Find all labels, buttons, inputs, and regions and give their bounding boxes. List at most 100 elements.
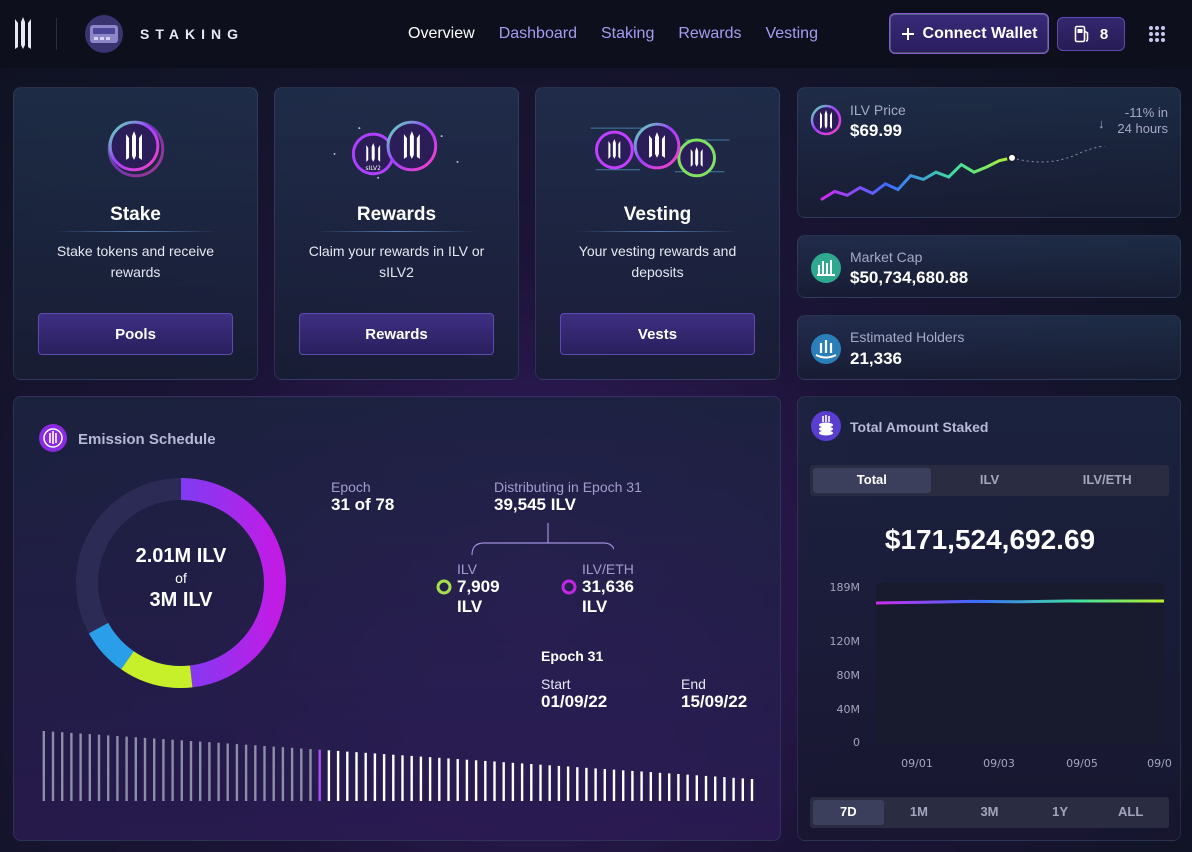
- rewards-desc-line1: Claim your rewards in ILV or: [308, 243, 485, 259]
- epoch-bar: [180, 740, 183, 801]
- sparkline-projection: [1011, 146, 1107, 163]
- y-tick-label: 120M: [830, 635, 861, 648]
- ilveth-legend-dot-icon: [561, 579, 577, 595]
- epoch-bar: [107, 735, 110, 801]
- ilveth-split-unit: ILV: [582, 597, 608, 616]
- total-staked-title: Total Amount Staked: [850, 419, 989, 435]
- series-line-total: [875, 599, 1164, 605]
- end-label: End: [681, 676, 706, 692]
- epoch-bar: [300, 748, 303, 801]
- ilv-legend-dot-icon: [436, 579, 452, 595]
- epoch-bar: [254, 745, 257, 801]
- vesting-description: Your vesting rewards and deposits: [566, 241, 749, 283]
- brand-title: STAKING: [140, 26, 244, 42]
- ilv-split-unit: ILV: [457, 597, 483, 616]
- trident-logo-icon[interactable]: [12, 17, 34, 51]
- apps-grid-icon[interactable]: [1148, 25, 1166, 43]
- epoch-bar: [336, 750, 340, 801]
- epoch-bar: [732, 777, 735, 801]
- epoch-bar: [419, 756, 423, 801]
- nav-rewards[interactable]: Rewards: [678, 25, 742, 42]
- epoch-bar: [511, 762, 515, 801]
- epoch-bar: [217, 742, 220, 801]
- epoch-bar: [474, 760, 478, 801]
- epoch-bar: [548, 765, 551, 801]
- connect-wallet-button[interactable]: Connect Wallet: [889, 13, 1049, 54]
- tab-ilv[interactable]: ILV: [979, 472, 1000, 487]
- nav-vesting[interactable]: Vesting: [765, 25, 818, 42]
- rewards-button[interactable]: Rewards: [299, 313, 494, 355]
- tab-ilv-eth[interactable]: ILV/ETH: [1082, 472, 1132, 487]
- tab-total[interactable]: Total: [813, 468, 931, 493]
- market-cap-label: Market Cap: [850, 249, 923, 265]
- epoch-bar: [235, 744, 239, 801]
- staking-logo-icon[interactable]: [84, 14, 124, 54]
- epoch-bar: [493, 761, 496, 801]
- vesting-desc-line1: Your vesting rewards and: [578, 243, 737, 259]
- price-down-arrow-icon: ↓: [1098, 116, 1105, 131]
- epoch-bar: [557, 765, 561, 801]
- epoch-bar: [723, 777, 726, 801]
- ilv-token-icon: [810, 104, 842, 136]
- epoch-bar: [226, 743, 229, 801]
- range-3m[interactable]: 3M: [980, 804, 999, 819]
- epoch-bar: [741, 778, 744, 801]
- x-tick-label: 09/07: [1147, 757, 1172, 770]
- stake-desc-line1: Stake tokens and receive: [56, 243, 215, 259]
- nav-staking[interactable]: Staking: [600, 25, 655, 42]
- holders-card: Estimated Holders 21,336: [797, 315, 1181, 380]
- top-bar: STAKING Overview Dashboard Staking Rewar…: [0, 0, 1192, 68]
- epoch-bar: [309, 749, 312, 801]
- epoch-bar: [281, 747, 285, 801]
- emission-schedule-panel: Emission Schedule 2.01M ILV of 3M ILV Ep…: [13, 396, 781, 841]
- gas-price-value: 8: [1099, 25, 1109, 43]
- donut-segment-ilv: [76, 478, 286, 688]
- epoch-bar: [438, 757, 441, 801]
- epoch-bar: [668, 773, 671, 801]
- gas-pump-icon: [1074, 25, 1089, 43]
- plus-icon: [901, 27, 914, 40]
- market-cap-card: Market Cap $50,734,680.88: [797, 235, 1181, 298]
- epoch-bar: [594, 768, 597, 801]
- epoch-bar: [447, 758, 450, 801]
- stake-coin-icon: [107, 120, 165, 178]
- range-all[interactable]: ALL: [1118, 804, 1144, 819]
- epoch-bars: [42, 731, 754, 801]
- stake-title: Stake: [110, 204, 161, 225]
- rewards-coins-icon: sILV2: [333, 120, 459, 179]
- epoch-bar: [714, 776, 717, 801]
- start-date: 01/09/22: [541, 692, 608, 711]
- nav-overview[interactable]: Overview: [408, 25, 475, 42]
- epoch-bar: [677, 774, 680, 801]
- stake-card: Stake Stake tokens and receive rewards P…: [13, 87, 258, 380]
- epoch-bar: [79, 733, 82, 801]
- epoch-bar: [355, 752, 358, 801]
- ilv-price-card: ILV Price $69.99 ↓ -11% in 24 hours: [797, 87, 1181, 218]
- end-date: 15/09/22: [681, 692, 748, 711]
- range-1m[interactable]: 1M: [909, 804, 928, 819]
- pools-button[interactable]: Pools: [38, 313, 233, 355]
- epoch-bar: [401, 755, 404, 801]
- nav-dashboard[interactable]: Dashboard: [498, 25, 577, 42]
- epoch-bar: [143, 737, 147, 801]
- epoch-bar: [61, 732, 64, 801]
- epoch-bar: [134, 737, 137, 801]
- market-cap-icon: [811, 253, 841, 283]
- y-tick-label: 80M: [837, 669, 861, 682]
- epoch-bar: [649, 772, 652, 801]
- vests-button[interactable]: Vests: [560, 313, 755, 355]
- staked-line-chart: 189M 120M 80M 40M 0 09/01 09/03 09/05 09/07: [830, 581, 1173, 770]
- epoch-bar: [539, 764, 542, 801]
- epoch-bar: [244, 744, 248, 801]
- emission-donut: [76, 478, 286, 688]
- price-change-line2: 24 hours: [1117, 121, 1168, 136]
- ilv-price-label: ILV Price: [850, 102, 906, 118]
- main-nav: Overview Dashboard Staking Rewards Vesti…: [408, 25, 818, 43]
- donut-segment-current: [76, 478, 286, 688]
- epoch-bar: [97, 734, 101, 801]
- y-tick-label: 40M: [837, 703, 861, 716]
- epoch-bar: [585, 767, 588, 801]
- range-1y[interactable]: 1Y: [1052, 804, 1069, 819]
- range-7d[interactable]: 7D: [813, 800, 884, 825]
- gas-price-button[interactable]: 8: [1057, 17, 1125, 51]
